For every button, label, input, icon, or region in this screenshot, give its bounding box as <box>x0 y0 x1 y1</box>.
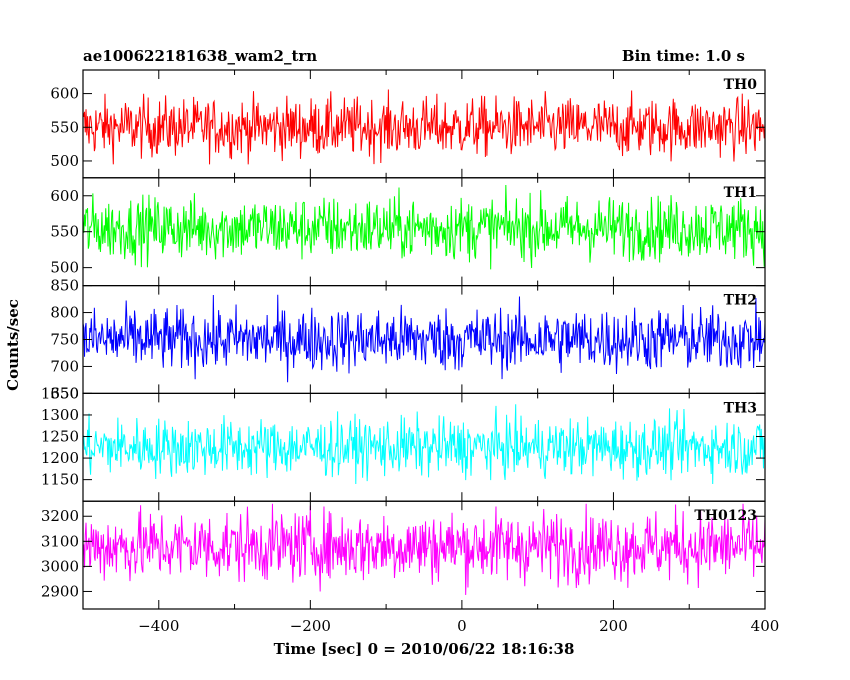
y-tick-label: 650 <box>50 384 79 402</box>
y-tick-label: 1200 <box>41 449 79 467</box>
panel-th3: 1150 1200 1250 1300 1350 TH3 <box>41 384 766 502</box>
y-tick-label: 600 <box>50 85 79 103</box>
y-tick-label: 600 <box>50 187 79 205</box>
y-axis-title: Counts/sec <box>4 299 22 391</box>
y-tick-label: 3000 <box>41 557 79 575</box>
x-tick-label: −400 <box>138 617 179 635</box>
panel-th0123: 2900 3000 3100 3200 TH0123 <box>41 500 766 610</box>
y-tick-label: 500 <box>50 259 79 277</box>
x-tick-label: −200 <box>290 617 331 635</box>
y-tick-label: 500 <box>50 152 79 170</box>
panel-th2: 650 700 750 800 850 TH2 <box>50 277 766 402</box>
y-tick-label: 800 <box>50 304 79 322</box>
panels-group: 500 550 600 TH0 500 550 600 TH1 650 700 750 800 850 T… <box>41 69 780 635</box>
x-tick-label: 400 <box>751 617 780 635</box>
y-tick-label: 750 <box>50 331 79 349</box>
panel-label: TH3 <box>724 400 757 416</box>
y-tick-label: 700 <box>50 357 79 375</box>
panel-label: TH0 <box>724 77 758 93</box>
x-tick-label: 200 <box>599 617 628 635</box>
series-line-th0123 <box>82 503 766 595</box>
series-line-th2 <box>82 294 766 383</box>
y-tick-label: 3100 <box>41 532 79 550</box>
panel-label: TH0123 <box>694 508 757 524</box>
y-tick-label: 550 <box>50 118 79 136</box>
panel-label: TH1 <box>724 185 757 201</box>
panel-frame <box>82 177 766 287</box>
y-tick-label: 3200 <box>41 507 79 525</box>
panel-th0: 500 550 600 TH0 <box>50 69 766 179</box>
y-tick-label: 1250 <box>41 428 79 446</box>
x-tick-label: 0 <box>457 617 467 635</box>
y-tick-label: 1350 <box>41 384 79 402</box>
bin-time-label: Bin time: 1.0 s <box>622 47 745 65</box>
series-line-th3 <box>82 404 766 484</box>
chart-title: ae100622181638_wam2_trn <box>83 47 317 65</box>
panel-frame <box>82 500 766 610</box>
y-tick-label: 550 <box>50 223 79 241</box>
series-line-th0 <box>82 89 766 165</box>
y-tick-label: 1300 <box>41 406 79 424</box>
panel-th1: 500 550 600 TH1 <box>50 177 766 287</box>
y-tick-label: 1150 <box>41 471 79 489</box>
panel-label: TH2 <box>724 293 757 309</box>
x-axis-title: Time [sec] 0 = 2010/06/22 18:16:38 <box>274 640 575 658</box>
y-tick-label: 2900 <box>41 582 79 600</box>
y-tick-label: 850 <box>50 277 79 295</box>
series-line-th1 <box>82 184 766 270</box>
